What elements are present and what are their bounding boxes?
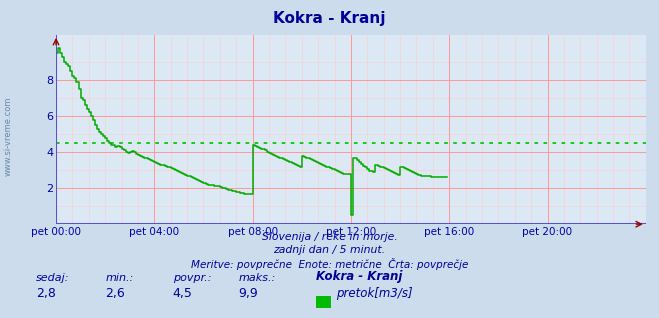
Text: pretok[m3/s]: pretok[m3/s] (336, 287, 413, 300)
Text: 9,9: 9,9 (239, 287, 258, 300)
Text: 2,6: 2,6 (105, 287, 125, 300)
Text: povpr.:: povpr.: (173, 273, 211, 283)
Text: Kokra - Kranj: Kokra - Kranj (316, 270, 403, 283)
Text: 4,5: 4,5 (173, 287, 192, 300)
Text: Kokra - Kranj: Kokra - Kranj (273, 11, 386, 26)
Text: www.si-vreme.com: www.si-vreme.com (3, 97, 13, 176)
Text: sedaj:: sedaj: (36, 273, 70, 283)
Text: min.:: min.: (105, 273, 134, 283)
Text: maks.:: maks.: (239, 273, 276, 283)
Text: 2,8: 2,8 (36, 287, 56, 300)
Text: zadnji dan / 5 minut.: zadnji dan / 5 minut. (273, 245, 386, 255)
Text: Meritve: povprečne  Enote: metrične  Črta: povprečje: Meritve: povprečne Enote: metrične Črta:… (191, 258, 468, 270)
Text: Slovenija / reke in morje.: Slovenija / reke in morje. (262, 232, 397, 241)
